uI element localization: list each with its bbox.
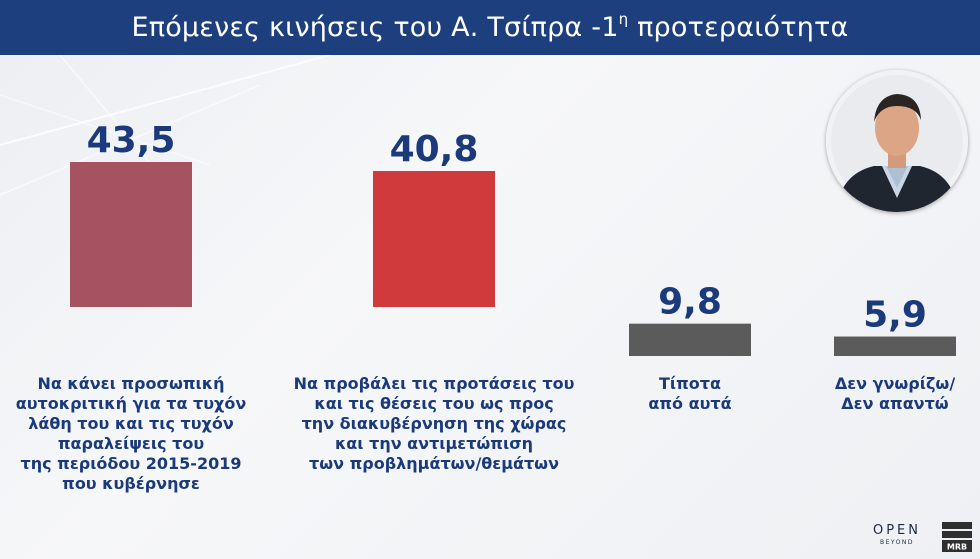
bar-3 xyxy=(629,323,751,356)
value-label-1: 43,5 xyxy=(87,120,176,161)
value-label-4: 5,9 xyxy=(863,295,927,336)
value-label-3: 9,8 xyxy=(658,282,722,323)
portrait-photo xyxy=(826,70,968,212)
bar-2 xyxy=(373,171,495,307)
bar-chart: 43,5 40,8 9,8 5,9 xyxy=(70,120,956,356)
category-label-2: Να προβάλει τις προτάσεις του και τις θέ… xyxy=(293,374,575,473)
open-logo-text: OPEN xyxy=(872,523,921,538)
category-label-3: Τίποτα από αυτά xyxy=(648,374,732,413)
open-logo-subtext: BEYOND xyxy=(879,539,915,546)
title-superscript: η xyxy=(618,10,629,28)
open-logo: OPEN BEYOND xyxy=(866,524,928,546)
category-label-1: Να κάνει προσωπική αυτοκριτική για τα τυ… xyxy=(15,374,247,493)
bar-4 xyxy=(834,336,956,356)
page-title: Επόμενες κινήσεις του Α. Τσίπρα -1η προτ… xyxy=(131,10,849,43)
mrb-logo-text: MRB xyxy=(947,543,967,552)
header-bar: Επόμενες κινήσεις του Α. Τσίπρα -1η προτ… xyxy=(0,0,980,55)
value-label-2: 40,8 xyxy=(390,129,479,170)
bar-1 xyxy=(70,162,192,307)
portrait-illustration xyxy=(826,70,968,212)
category-label-4: Δεν γνωρίζω/ Δεν απαντώ xyxy=(834,374,956,413)
title-end: προτεραιότητα xyxy=(628,12,849,43)
title-main: Επόμενες κινήσεις του Α. Τσίπρα -1 xyxy=(131,12,619,43)
mrb-logo: MRB xyxy=(942,522,972,552)
